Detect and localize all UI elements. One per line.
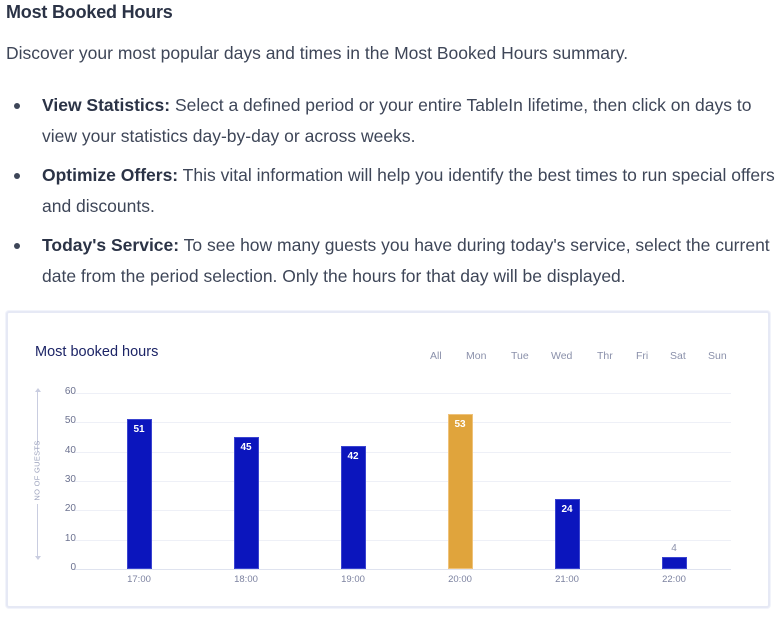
- feature-list: View Statistics: Select a defined period…: [14, 90, 780, 300]
- arrow-up-icon: [35, 388, 41, 392]
- day-tab-tue[interactable]: Tue: [511, 350, 529, 362]
- x-tick-label: 22:00: [662, 574, 686, 585]
- x-tick-label: 20:00: [448, 574, 472, 585]
- axis-line: [37, 504, 38, 557]
- bar-value-label: 53: [454, 418, 466, 430]
- bullet-text: To see how many guests you have during t…: [42, 235, 770, 286]
- x-tick-label: 19:00: [341, 574, 365, 585]
- gridline: [74, 510, 731, 512]
- bar-value-label: 24: [561, 503, 573, 515]
- day-tab-wed[interactable]: Wed: [551, 350, 573, 362]
- bullet-dot-icon: [14, 243, 20, 249]
- bar-value-label: 42: [347, 450, 359, 462]
- day-tab-sat[interactable]: Sat: [670, 350, 686, 362]
- gridline: [74, 393, 731, 394]
- x-tick-label: 17:00: [127, 574, 151, 585]
- gridline: [74, 569, 731, 570]
- gridline: [74, 539, 731, 541]
- gridline: [74, 451, 731, 453]
- bullet-label: Optimize Offers:: [42, 165, 179, 185]
- bullet-text: Select a defined period or your entire T…: [42, 95, 752, 146]
- bar-1900[interactable]: [340, 445, 366, 569]
- y-axis-label-group: NO OF GUESTS: [26, 388, 50, 560]
- gridline: [74, 481, 731, 482]
- x-tick-label: 18:00: [234, 574, 258, 585]
- x-tick-label: 21:00: [555, 574, 579, 585]
- y-tick-label: 30: [64, 474, 76, 485]
- y-tick-label: 60: [64, 386, 76, 397]
- chart-title: Most booked hours: [35, 344, 159, 360]
- day-tab-thr[interactable]: Thr: [597, 350, 613, 362]
- y-axis-label: NO OF GUESTS: [32, 440, 42, 501]
- y-tick-label: 0: [70, 562, 76, 573]
- bullet-label: View Statistics:: [42, 95, 171, 115]
- bar-value-label: 4: [671, 543, 677, 555]
- day-tab-mon[interactable]: Mon: [466, 350, 487, 362]
- most-booked-hours-card: Most booked hours All Mon Tue Wed Thr Fri Sat S…: [6, 311, 770, 608]
- day-filter-tabs: All Mon Tue Wed Thr Fri Sat Sun: [8, 350, 768, 366]
- y-tick-label: 10: [64, 532, 76, 544]
- y-tick-label: 50: [64, 415, 76, 427]
- intro-text: Discover your most popular days and time…: [6, 43, 629, 63]
- day-tab-sun[interactable]: Sun: [708, 350, 727, 362]
- arrow-down-icon: [35, 556, 41, 560]
- bullet-dot-icon: [14, 173, 20, 179]
- bullet-todays-service: Today's Service: To see how many guests …: [14, 230, 780, 292]
- bar-1700[interactable]: [126, 419, 152, 569]
- bar-2000[interactable]: [447, 413, 473, 569]
- bar-1800[interactable]: [233, 437, 259, 569]
- bullet-dot-icon: [14, 103, 20, 109]
- day-tab-fri[interactable]: Fri: [636, 350, 649, 362]
- bar-value-label: 45: [240, 442, 252, 453]
- bar-2100[interactable]: [554, 498, 580, 569]
- bullet-optimize-offers: Optimize Offers: This vital information …: [14, 160, 780, 222]
- section-title: Most Booked Hours: [6, 2, 173, 22]
- bullet-text: This vital information will help you ide…: [42, 165, 775, 216]
- bullet-view-statistics: View Statistics: Select a defined period…: [14, 90, 780, 152]
- y-tick-label: 40: [64, 444, 76, 456]
- day-tab-all[interactable]: All: [430, 350, 442, 362]
- bullet-label: Today's Service:: [42, 235, 180, 255]
- bar-2200[interactable]: [661, 557, 687, 569]
- bar-value-label: 51: [133, 424, 145, 436]
- gridline: [74, 422, 731, 424]
- y-tick-label: 20: [64, 503, 76, 515]
- axis-line: [37, 391, 38, 451]
